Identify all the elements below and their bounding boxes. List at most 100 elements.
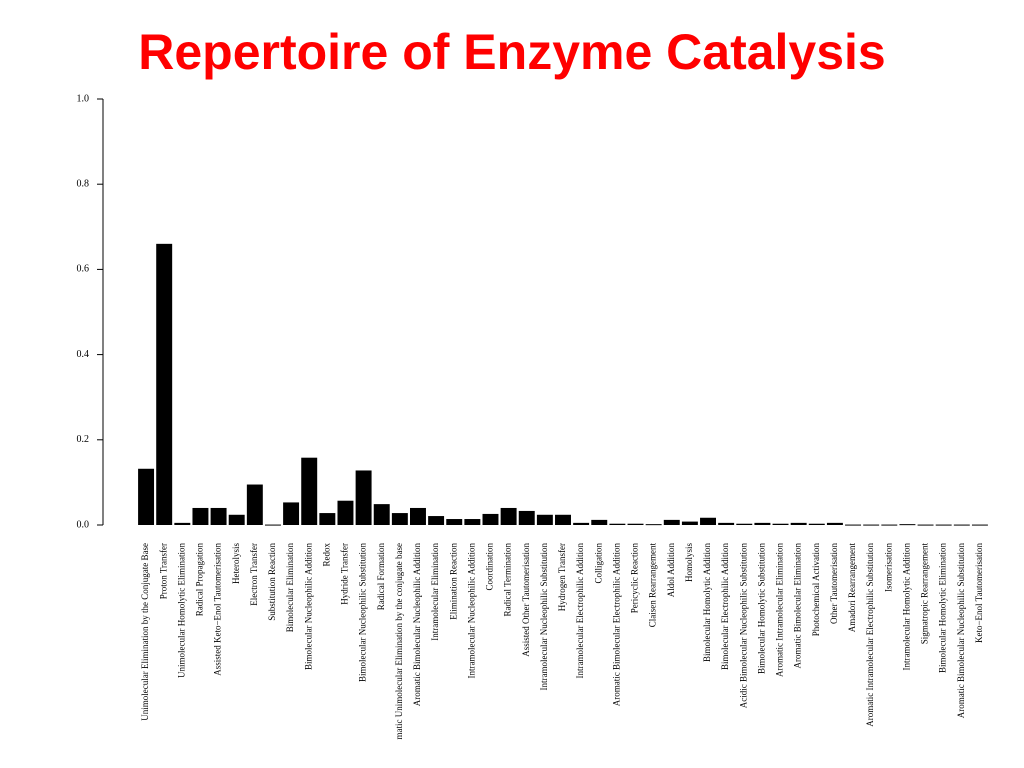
bar (518, 510, 535, 525)
bar (826, 522, 843, 525)
bar (536, 514, 553, 525)
x-tick-label: Elimination Reaction (448, 543, 458, 620)
bar (754, 522, 771, 525)
x-tick-label: Bimolecular Homolytic Substitution (756, 543, 766, 674)
bar (410, 507, 426, 525)
bar (391, 513, 408, 525)
bar (645, 524, 662, 526)
x-tick-label: Assisted Other Tautomerisation (521, 543, 531, 657)
bar (772, 523, 789, 525)
x-tick-label: Heterolysis (231, 543, 241, 584)
bar (899, 524, 916, 526)
bar (700, 517, 716, 525)
bar (228, 514, 245, 525)
x-tick-label: Proton Transfer (158, 543, 168, 599)
x-tick-label: Homolysis (684, 543, 694, 583)
bar (736, 523, 753, 525)
y-tick-label: 0.8 (77, 178, 90, 189)
bar (446, 519, 463, 525)
bar (464, 519, 481, 525)
bar (246, 484, 263, 525)
bar (373, 504, 390, 525)
bar (319, 513, 336, 525)
x-tick-label: Aromatic Bimolecular Nucleophilic Substi… (956, 543, 966, 719)
x-tick-label: Hydride Transfer (340, 543, 350, 605)
bar (138, 468, 155, 525)
bar (482, 513, 499, 525)
x-tick-label: Colligation (593, 543, 603, 584)
x-tick-label: Bimolecular Electrophilic Addition (720, 543, 730, 670)
x-tick-label: Isomerisation (883, 543, 893, 592)
y-tick-label: 0.4 (77, 349, 90, 360)
x-tick-label: Unimolecular Elimination by the Conjugat… (140, 543, 150, 721)
bar (881, 524, 898, 526)
bar (355, 470, 372, 525)
x-tick-label: Aldol Addition (666, 543, 676, 598)
chart-title: Repertoire of Enzyme Catalysis (138, 24, 886, 80)
x-tick-label: Unimolecular Homolytic Elimination (176, 543, 186, 678)
x-tick-label: Pericyclic Reaction (630, 543, 640, 614)
bar (663, 519, 680, 525)
x-tick-label: Acidic Bimolecular Nucleophilic Substitu… (738, 543, 748, 709)
x-tick-label: Keto−Enol Tautomerisation (974, 543, 984, 644)
bar (500, 507, 517, 525)
x-tick-label: Bimolecular Nucleophilic Substitution (358, 543, 368, 682)
bar (627, 523, 644, 525)
bar (337, 500, 354, 525)
bar (845, 524, 862, 526)
x-tick-label: Intramolecular Nucleophilic Substitution (539, 543, 549, 691)
bar (935, 524, 952, 526)
bar (971, 524, 988, 526)
x-tick-label: Amadori Rearrangement (847, 543, 857, 633)
x-tick-label: Radical Termination (503, 543, 513, 617)
y-tick-label: 0.6 (77, 264, 90, 275)
x-tick-label: Aromatic Bimolecular Electrophilic Addit… (611, 543, 621, 707)
bar (555, 514, 571, 525)
y-tick-label: 0.2 (77, 434, 90, 445)
x-tick-label: Other Tautomerisation (829, 543, 839, 624)
x-tick-label: Radical Formation (376, 543, 386, 611)
x-tick-label: Redox (321, 543, 331, 567)
x-tick-label: Electron Transfer (249, 543, 259, 606)
x-tick-label: Bimolecular Homolytic Addition (702, 543, 712, 662)
x-tick-label: Intramolecular Elimination (430, 543, 440, 641)
bar (718, 522, 735, 525)
bar (283, 502, 300, 525)
bar (917, 524, 934, 526)
x-tick-label: Aromatic Intramolecular Electrophilic Su… (865, 543, 875, 727)
y-tick-label: 0.0 (77, 519, 90, 530)
bar (609, 523, 626, 525)
x-tick-label: Aromatic Bimolecular Nucleophilic Additi… (412, 543, 422, 707)
x-tick-label: Bimolecular Homolytic Elimination (938, 543, 948, 673)
x-tick-label: matic Unimolecular Elimination by the co… (394, 543, 404, 739)
x-tick-label: Intramolecular Nucleophilic Addition (466, 543, 476, 679)
x-tick-label: Photochemical Activation (811, 543, 821, 637)
x-tick-label: Substitution Reaction (267, 543, 277, 621)
bar (953, 524, 970, 526)
bar (808, 523, 825, 525)
y-tick-label: 1.0 (77, 93, 90, 104)
x-tick-label: Intramolecular Homolytic Addition (901, 543, 911, 671)
bar (790, 522, 807, 525)
bar (681, 521, 698, 525)
x-tick-label: Bimolecular Elimination (285, 543, 295, 633)
bar (428, 516, 445, 525)
x-tick-label: Aromatic Intramolecular Elimination (775, 543, 785, 677)
x-tick-label: Assisted Keto−Enol Tautomerisation (213, 543, 223, 676)
x-tick-label: Radical Propagation (195, 543, 205, 617)
bar (174, 522, 191, 525)
bar (301, 457, 318, 525)
bar (192, 507, 209, 525)
x-tick-label: Hydrogen Transfer (557, 543, 567, 611)
x-tick-label: Coordination (485, 543, 495, 591)
bar (210, 507, 227, 525)
x-tick-label: Sigmatropic Rearrangement (920, 543, 930, 645)
x-tick-label: Intramolecular Electrophilic Addition (575, 543, 585, 679)
x-tick-label: Bimolecular Nucleophilic Addition (303, 543, 313, 670)
bar (863, 524, 880, 526)
bar (156, 243, 173, 525)
bar (573, 522, 590, 525)
bar (591, 519, 608, 525)
bar (264, 524, 281, 526)
